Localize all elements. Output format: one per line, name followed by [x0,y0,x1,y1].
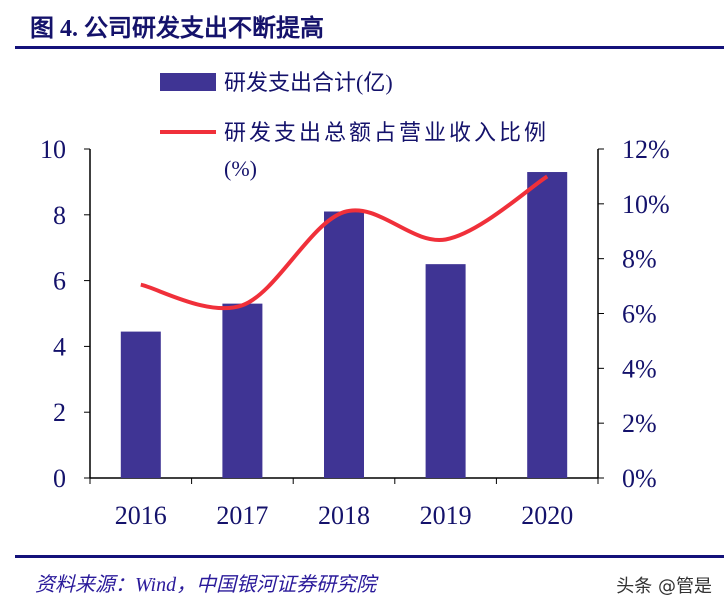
legend-bar-swatch [160,73,216,91]
left-tick-label: 4 [53,332,66,361]
watermark: 头条 @管是 [616,576,712,597]
right-tick-label: 2% [622,409,657,438]
right-tick-label: 10% [622,190,670,219]
left-tick-label: 8 [53,201,66,230]
right-tick-label: 4% [622,354,657,383]
right-tick-label: 6% [622,300,657,329]
x-tick-label: 2019 [420,501,472,530]
bar-2017 [222,303,263,478]
right-tick-label: 12% [622,135,670,164]
x-tick-label: 2020 [521,501,573,530]
legend-line-label-unit: (%) [224,156,257,181]
figure-title: 图 4. 公司研发支出不断提高 [30,16,324,42]
legend: 研发支出合计(亿) 研发支出总额占营业收入比例 (%) [160,70,549,181]
left-tick-label: 2 [53,398,66,427]
bar-2018 [324,211,364,478]
x-tick-label: 2018 [318,501,370,530]
source-note: 资料来源：Wind，中国银河证券研究院 [35,574,377,596]
x-tick-label: 2016 [115,501,167,530]
legend-bar-label: 研发支出合计(亿) [224,70,393,95]
bar-2016 [120,331,161,478]
title-divider [15,46,724,49]
legend-line-label: 研发支出总额占营业收入比例 [224,120,549,145]
right-tick-label: 8% [622,245,657,274]
footer-divider [15,555,724,558]
bar-2019 [425,264,466,478]
bar-2020 [527,172,568,478]
right-tick-label: 0% [622,464,657,493]
left-tick-label: 6 [53,267,66,296]
chart: 研发支出合计(亿) 研发支出总额占营业收入比例 (%) 0 2 4 6 8 10 0% 2% 4… [40,70,670,530]
x-tick-label: 2017 [216,501,268,530]
left-tick-label: 0 [53,464,66,493]
left-tick-label: 10 [40,135,66,164]
